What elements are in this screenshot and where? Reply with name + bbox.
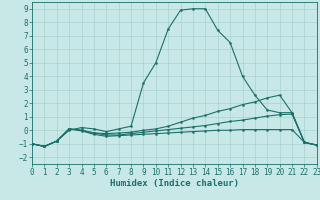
X-axis label: Humidex (Indice chaleur): Humidex (Indice chaleur) [110, 179, 239, 188]
